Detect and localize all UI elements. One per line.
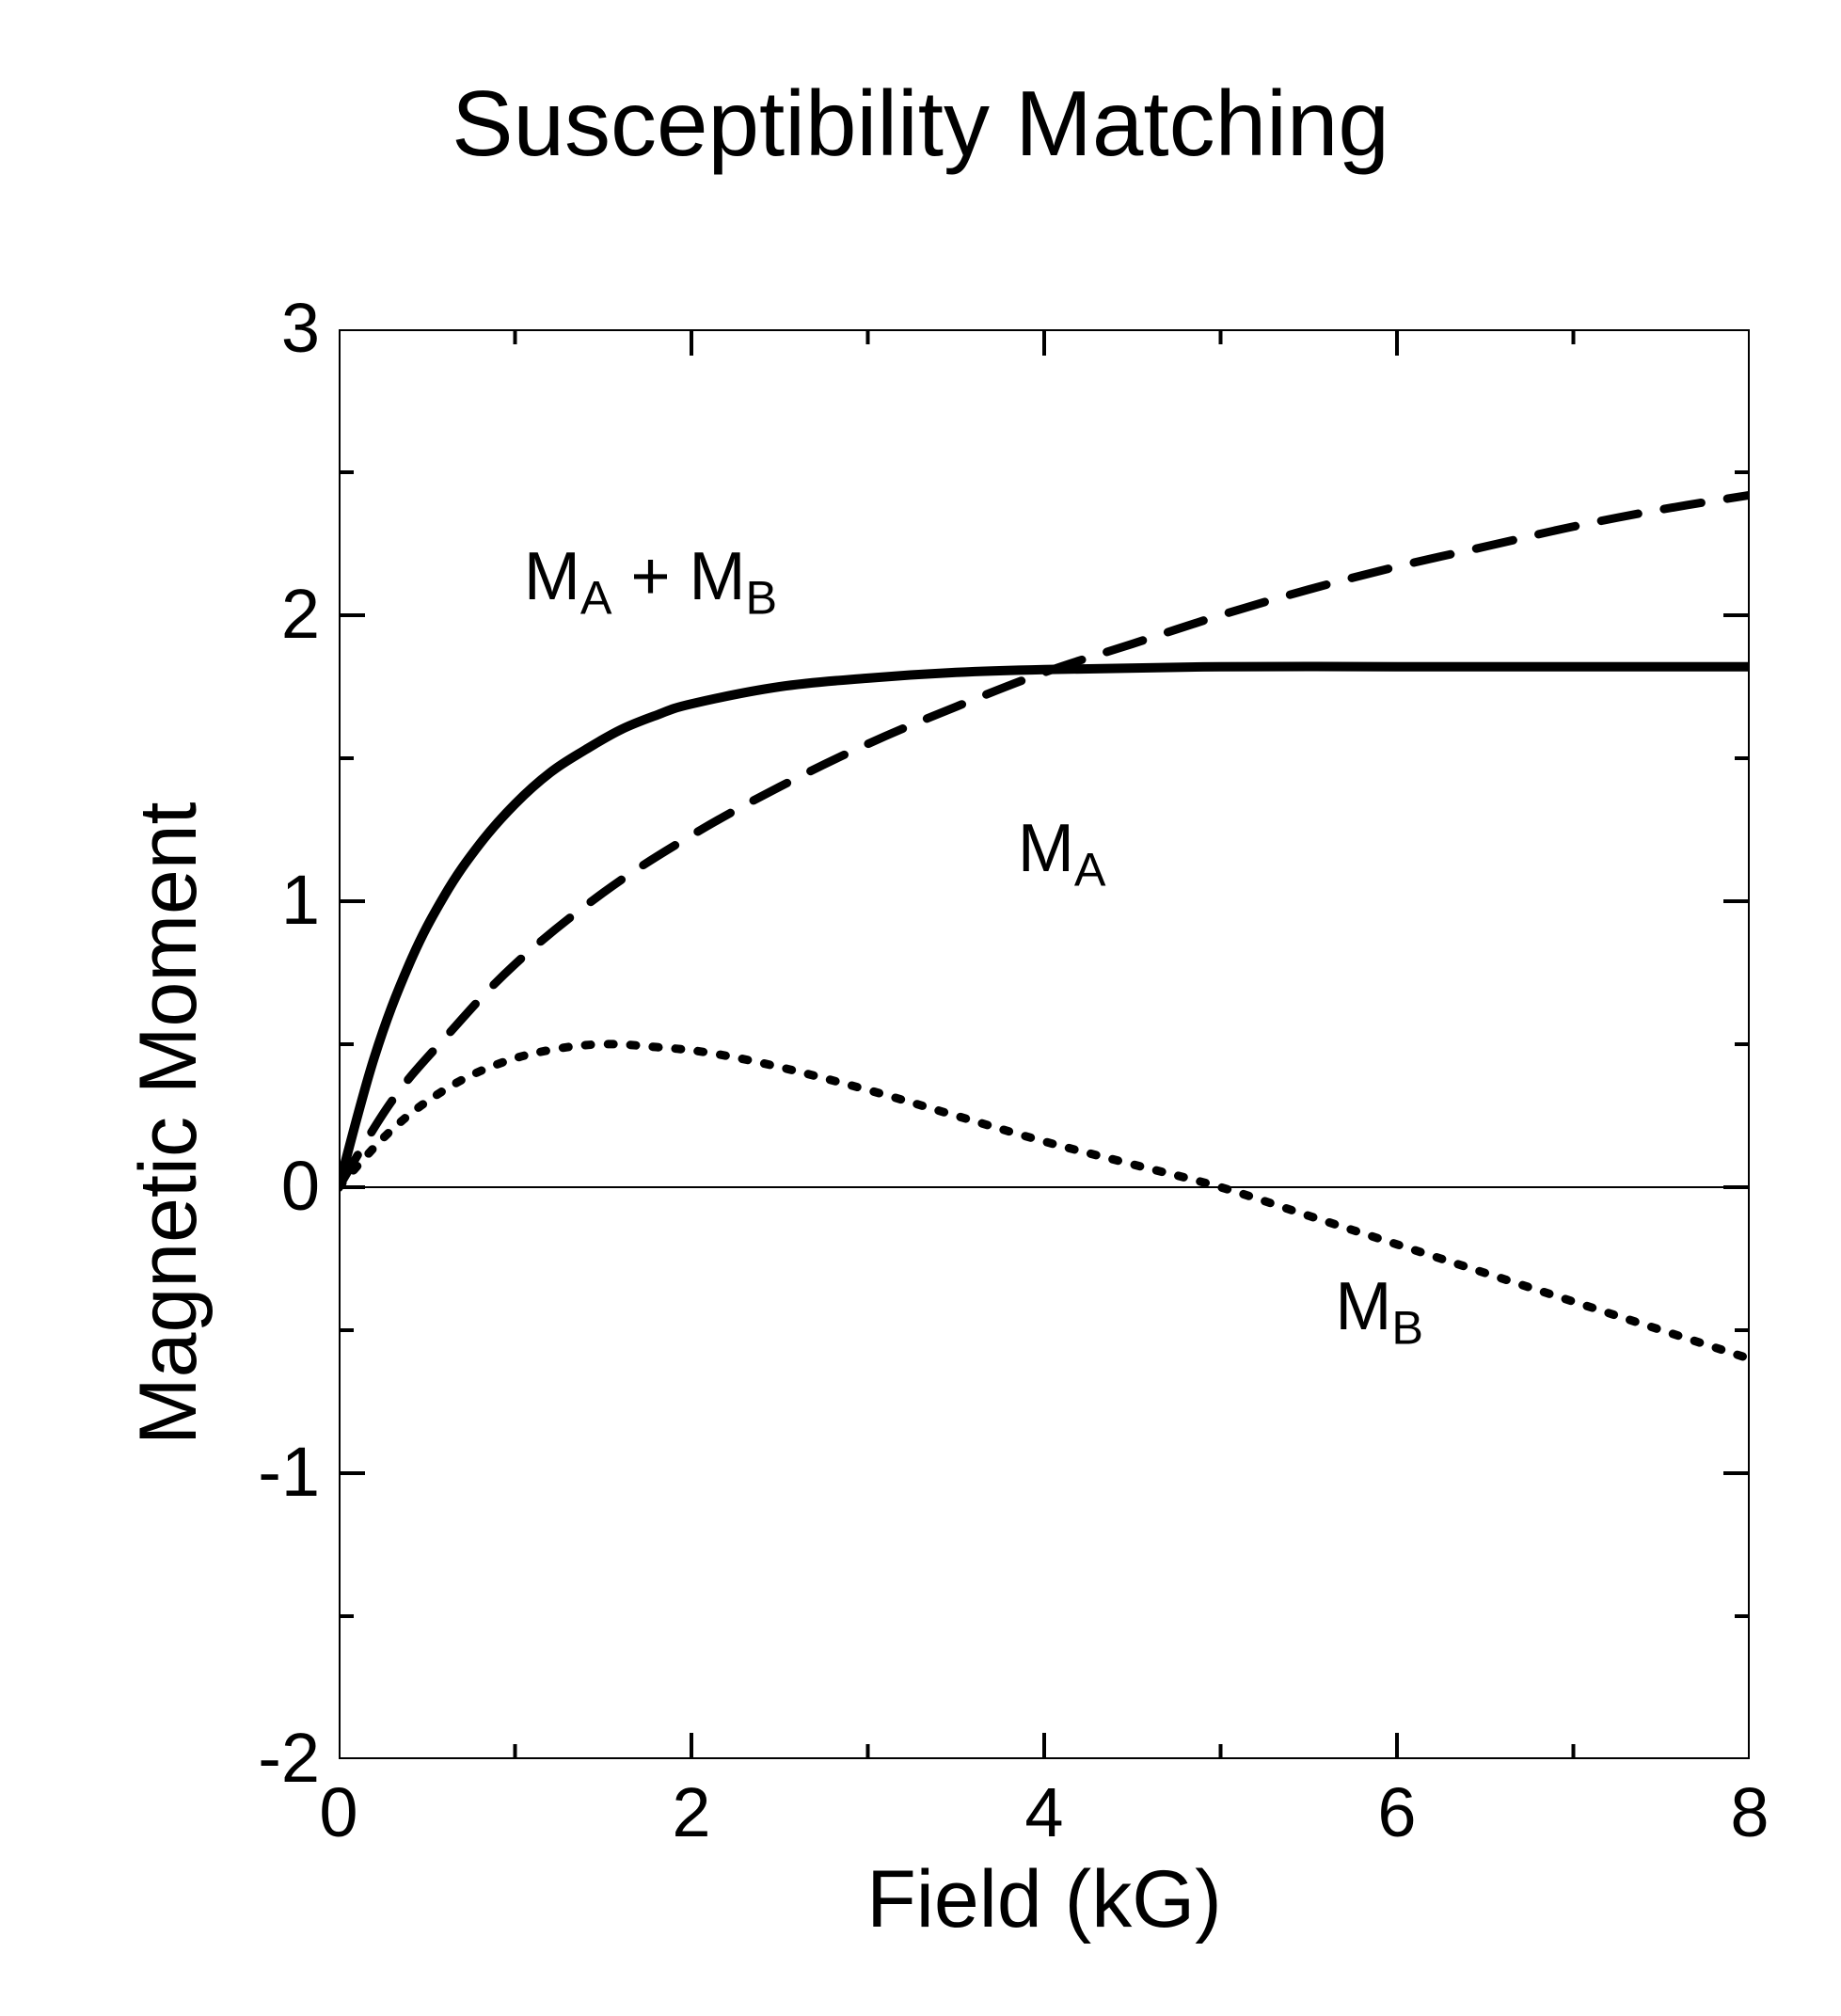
xtick-label: 8	[1703, 1772, 1797, 1852]
series-label-MA: MA	[1018, 810, 1106, 897]
ytick-label: -1	[207, 1432, 320, 1512]
xtick-label: 6	[1350, 1772, 1444, 1852]
page: Susceptibility Matching Magnetic Moment …	[0, 0, 1841, 2016]
chart-ylabel: Magnetic Moment	[122, 802, 215, 1445]
series-label-MB: MB	[1335, 1268, 1423, 1355]
series-MB	[339, 1044, 1750, 1358]
xtick-label: 2	[644, 1772, 738, 1852]
ytick-label: 2	[207, 574, 320, 654]
xtick-label: 4	[997, 1772, 1091, 1852]
ytick-label: 1	[207, 860, 320, 940]
ytick-label: -2	[207, 1718, 320, 1798]
chart-xlabel: Field (kG)	[339, 1853, 1750, 1946]
series-MA_plus_MB	[339, 666, 1750, 1187]
ytick-label: 3	[207, 288, 320, 368]
ytick-label: 0	[207, 1146, 320, 1226]
chart-title: Susceptibility Matching	[0, 71, 1841, 177]
series-label-MA_plus_MB: MA + MB	[524, 538, 777, 625]
